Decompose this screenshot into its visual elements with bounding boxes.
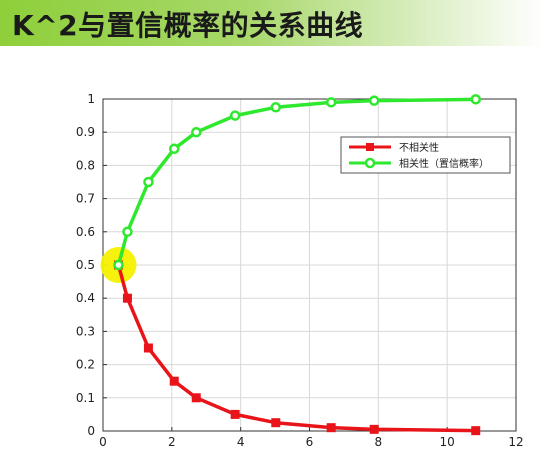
series-layer xyxy=(113,94,481,436)
data-point xyxy=(230,409,240,419)
data-point xyxy=(470,94,481,105)
axis-ticks: 0 2 4 6 8 10 12 0 0.1 0.2 0.3 0.4 0.5 0.6 0.7 0.8 0.9 1 xyxy=(76,92,524,449)
y-tick-label: 0.2 xyxy=(76,358,95,372)
series-0 xyxy=(113,260,481,436)
title-banner: K^2与置信概率的关系曲线 xyxy=(0,0,544,46)
page-title: K^2与置信概率的关系曲线 xyxy=(12,9,364,42)
data-point xyxy=(122,293,132,303)
data-point xyxy=(168,143,180,155)
x-tick-label: 10 xyxy=(440,435,455,449)
series-line xyxy=(116,264,476,433)
data-point xyxy=(270,102,282,113)
data-point xyxy=(169,376,179,386)
x-tick-label: 4 xyxy=(237,435,245,449)
x-tick-label: 2 xyxy=(168,435,176,449)
y-tick-label: 0.3 xyxy=(76,324,95,338)
legend-label: 不相关性 xyxy=(399,141,439,154)
y-tick-label: 0.5 xyxy=(76,258,95,272)
y-tick-label: 1 xyxy=(87,92,95,106)
x-tick-label: 6 xyxy=(306,435,314,449)
data-point xyxy=(325,97,337,108)
data-point xyxy=(143,176,154,188)
y-tick-label: 0 xyxy=(87,424,95,438)
data-point xyxy=(229,110,241,121)
y-tick-label: 0.1 xyxy=(76,391,95,405)
data-point xyxy=(271,418,281,428)
data-point xyxy=(368,95,380,106)
y-tick-label: 0.4 xyxy=(76,291,95,305)
y-tick-label: 0.7 xyxy=(76,192,95,206)
x-tick-label: 0 xyxy=(99,435,107,449)
legend-marker xyxy=(364,157,376,169)
x-tick-label: 12 xyxy=(508,435,523,449)
legend-label: 相关性（置信概率） xyxy=(399,157,489,170)
data-point xyxy=(122,226,133,238)
data-point xyxy=(191,393,201,403)
series-1 xyxy=(113,94,481,271)
data-point xyxy=(191,126,202,138)
x-tick-label: 8 xyxy=(375,435,383,449)
y-tick-label: 0.9 xyxy=(76,125,95,139)
data-point xyxy=(369,424,379,434)
data-point xyxy=(326,423,336,433)
data-point xyxy=(143,343,153,353)
series-line xyxy=(116,97,476,266)
data-point xyxy=(113,259,124,271)
y-tick-label: 0.6 xyxy=(76,225,95,239)
data-point xyxy=(471,426,481,436)
legend-marker xyxy=(366,143,374,151)
y-tick-label: 0.8 xyxy=(76,158,95,172)
